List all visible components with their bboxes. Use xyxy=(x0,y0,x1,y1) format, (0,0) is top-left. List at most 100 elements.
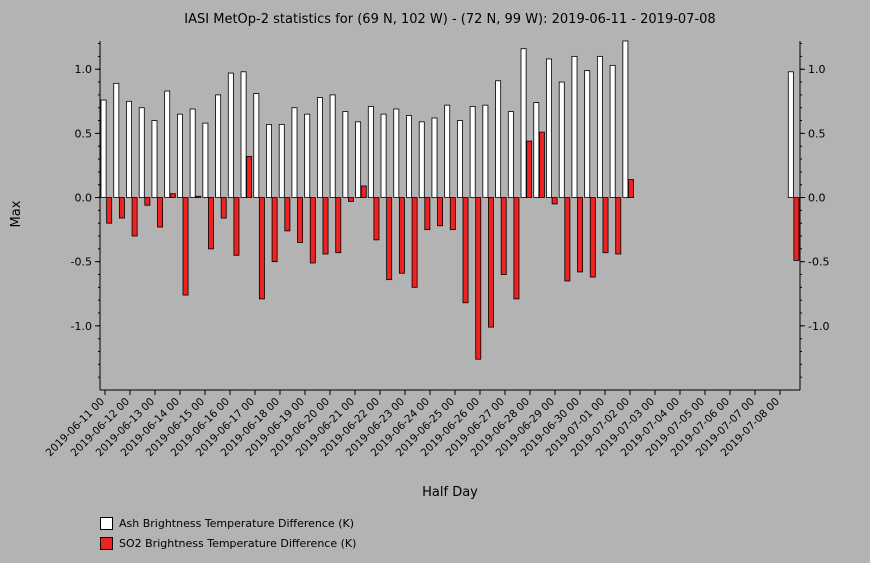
bar-so2 xyxy=(271,197,278,263)
bar-so2 xyxy=(309,197,316,264)
bar-so2 xyxy=(424,197,431,231)
bar-so2 xyxy=(475,197,482,360)
bar-so2 xyxy=(551,197,558,205)
bar-ash xyxy=(151,120,158,198)
bar-ash xyxy=(100,99,107,198)
bar-ash xyxy=(596,55,603,198)
bar-ash xyxy=(266,124,272,198)
legend-item-so2: SO2 Brightness Temperature Difference (K… xyxy=(100,533,356,553)
bar-so2 xyxy=(348,197,354,202)
y-tick-label-right: 1.0 xyxy=(808,63,826,76)
bar-ash xyxy=(227,72,234,198)
bar-so2 xyxy=(526,140,533,198)
bar-so2 xyxy=(373,197,380,241)
bar-so2 xyxy=(513,197,520,300)
bar-ash xyxy=(469,106,476,198)
y-tick-label-right: -0.5 xyxy=(808,256,829,269)
bar-so2 xyxy=(335,197,342,254)
bar-ash xyxy=(622,40,629,198)
bar-so2 xyxy=(284,197,291,232)
bar-so2 xyxy=(628,179,634,198)
bar-so2 xyxy=(144,197,151,206)
y-tick-label-right: -1.0 xyxy=(808,320,829,333)
bar-ash xyxy=(456,120,463,198)
x-axis-label: Half Day xyxy=(422,485,478,500)
bar-so2 xyxy=(564,197,571,282)
bar-so2 xyxy=(182,197,189,296)
bar-ash xyxy=(342,111,349,198)
bar-ash xyxy=(533,102,540,198)
bar-so2 xyxy=(322,197,329,255)
chart-title: IASI MetOp-2 statistics for (69 N, 102 W… xyxy=(184,12,715,27)
bar-so2 xyxy=(220,197,227,219)
bar-so2 xyxy=(615,197,622,255)
bar-ash xyxy=(406,115,412,198)
bar-so2 xyxy=(195,195,202,198)
bar-ash xyxy=(584,70,591,198)
bar-ash xyxy=(202,122,209,198)
bar-ash xyxy=(316,97,323,198)
bar-ash xyxy=(571,55,578,198)
bar-ash xyxy=(393,108,400,198)
bar-so2 xyxy=(437,197,444,227)
bar-so2 xyxy=(411,197,418,288)
bar-ash xyxy=(126,100,132,198)
bar-so2 xyxy=(488,197,494,328)
bar-so2 xyxy=(169,193,176,198)
bar-so2 xyxy=(398,197,405,274)
bar-ash xyxy=(278,124,285,198)
bar-ash xyxy=(329,94,336,198)
bar-ash xyxy=(253,93,260,198)
y-tick-label-left: 0.5 xyxy=(75,127,93,140)
bar-ash xyxy=(380,113,387,198)
bar-so2 xyxy=(793,197,800,261)
bar-ash xyxy=(546,58,552,198)
y-tick-label-left: 1.0 xyxy=(75,63,93,76)
bar-so2 xyxy=(246,156,253,198)
bar-ash xyxy=(418,121,425,198)
bar-so2 xyxy=(106,197,113,224)
bar-ash xyxy=(482,104,489,198)
bar-so2 xyxy=(297,197,304,243)
y-tick-label-right: 0.0 xyxy=(808,192,826,205)
bar-ash xyxy=(240,71,247,198)
bar-ash xyxy=(609,64,616,198)
y-axis-label: Max xyxy=(9,200,24,227)
legend-swatch-so2 xyxy=(100,536,113,550)
bar-so2 xyxy=(233,197,240,256)
legend-label-so2: SO2 Brightness Temperature Difference (K… xyxy=(119,536,357,550)
bar-so2 xyxy=(157,197,164,228)
bar-so2 xyxy=(589,197,596,278)
bar-ash xyxy=(113,82,120,198)
bar-ash xyxy=(495,80,502,198)
plot-area: -1.0 -1.0-0.5 -0.50.0 0.00.5 0.51.0 1.02019-0… xyxy=(44,40,829,459)
bar-so2 xyxy=(500,197,507,275)
bar-ash xyxy=(176,113,183,198)
bar-so2 xyxy=(577,197,584,273)
bar-so2 xyxy=(118,197,125,219)
bar-ash xyxy=(444,104,451,198)
bar-so2 xyxy=(208,197,214,250)
bar-so2 xyxy=(462,197,469,304)
bar-ash xyxy=(189,108,196,198)
bar-ash xyxy=(291,107,298,198)
bar-ash xyxy=(787,71,794,198)
bar-ash xyxy=(355,121,362,198)
bar-so2 xyxy=(538,131,545,198)
bar-ash xyxy=(558,81,565,198)
y-tick-label-right: 0.5 xyxy=(808,127,826,140)
y-tick-label-left: -0.5 xyxy=(71,256,92,269)
bar-so2 xyxy=(131,197,138,237)
bar-so2 xyxy=(386,197,393,281)
legend-item-ash: Ash Brightness Temperature Difference (K… xyxy=(100,513,356,533)
bar-so2 xyxy=(602,197,609,254)
bar-so2 xyxy=(449,197,456,231)
bar-ash xyxy=(507,111,514,198)
bar-so2 xyxy=(360,185,367,198)
bar-ash xyxy=(304,113,311,198)
bar-ash xyxy=(431,117,438,198)
bar-ash xyxy=(164,90,171,198)
bar-ash xyxy=(367,106,374,198)
bar-ash xyxy=(215,94,222,198)
y-tick-label-left: 0.0 xyxy=(75,192,93,205)
